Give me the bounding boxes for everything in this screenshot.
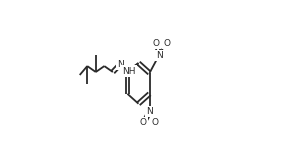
Text: N: N xyxy=(156,51,162,60)
Text: NH: NH xyxy=(122,67,136,75)
Text: O: O xyxy=(140,118,147,127)
Text: N: N xyxy=(117,60,124,69)
Text: O: O xyxy=(163,39,170,48)
Text: O: O xyxy=(151,118,158,127)
Text: N: N xyxy=(146,107,153,116)
Text: O: O xyxy=(152,39,159,48)
